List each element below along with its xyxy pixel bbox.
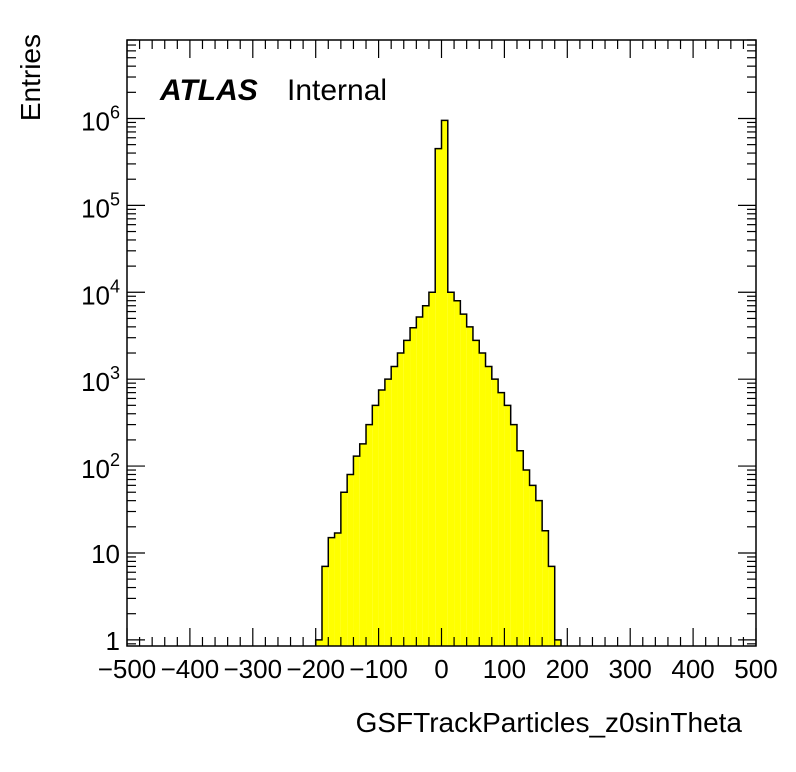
histogram-bar bbox=[397, 353, 404, 646]
histogram-bar bbox=[498, 392, 505, 646]
x-tick-label: −300 bbox=[224, 654, 283, 684]
histogram-bar bbox=[454, 300, 461, 646]
histogram-bar bbox=[523, 470, 530, 646]
x-tick-label: −100 bbox=[349, 654, 408, 684]
histogram-bar bbox=[315, 639, 322, 646]
histogram-bar bbox=[447, 292, 455, 646]
y-tick-label: 106 bbox=[81, 102, 120, 136]
histogram-bar bbox=[535, 500, 543, 646]
histogram-bar bbox=[359, 443, 367, 646]
histogram-bar bbox=[321, 566, 329, 646]
histogram-bar bbox=[328, 537, 335, 646]
x-tick-label: 300 bbox=[609, 654, 652, 684]
x-tick-label: 400 bbox=[671, 654, 714, 684]
histogram-bar bbox=[340, 492, 348, 646]
histogram-bar bbox=[353, 456, 360, 646]
x-axis-tick-labels: −500 −400 −300 −200 −100 0 100 200 300 400 500 bbox=[98, 654, 778, 684]
histogram-bar bbox=[548, 566, 555, 646]
histogram-bar bbox=[472, 340, 480, 646]
histogram-bar bbox=[491, 379, 499, 646]
internal-label: Internal bbox=[287, 74, 387, 107]
x-tick-label: 500 bbox=[734, 654, 777, 684]
histogram-bar bbox=[384, 379, 392, 646]
histogram-bar bbox=[403, 340, 411, 646]
x-axis-ticks bbox=[126, 40, 757, 646]
histogram-bars bbox=[315, 120, 562, 647]
histogram-bar bbox=[366, 424, 373, 646]
histogram-bar bbox=[554, 639, 562, 646]
histogram-bar bbox=[428, 292, 436, 646]
x-tick-label: 0 bbox=[434, 654, 448, 684]
histogram-bar bbox=[441, 120, 448, 647]
histogram-bar bbox=[510, 424, 517, 646]
y-tick-label: 103 bbox=[81, 363, 120, 397]
x-tick-label: 200 bbox=[546, 654, 589, 684]
histogram-bar bbox=[391, 366, 398, 646]
histogram-bar bbox=[435, 148, 442, 647]
histogram-bar bbox=[416, 316, 423, 646]
histogram-bar bbox=[479, 353, 486, 646]
x-axis-title: GSFTrackParticles_z0sinTheta bbox=[356, 707, 743, 738]
histogram-bar bbox=[422, 305, 429, 646]
x-tick-label: −200 bbox=[286, 654, 345, 684]
histogram-bar bbox=[372, 405, 379, 646]
histogram-bar bbox=[529, 485, 536, 646]
x-tick-label: 100 bbox=[483, 654, 526, 684]
histogram-bar bbox=[334, 532, 341, 646]
histogram-bar bbox=[460, 314, 467, 646]
histogram-outline bbox=[314, 119, 562, 646]
y-tick-label: 105 bbox=[81, 189, 120, 223]
histogram-bar bbox=[378, 390, 385, 646]
x-tick-label: −500 bbox=[98, 654, 157, 684]
y-tick-label: 10 bbox=[91, 539, 120, 569]
x-tick-label: −400 bbox=[161, 654, 220, 684]
histogram-bar bbox=[466, 326, 473, 646]
y-axis-ticks bbox=[127, 39, 756, 645]
y-axis-title: Entries bbox=[15, 34, 46, 121]
histogram-bar bbox=[347, 474, 354, 646]
atlas-label: ATLAS bbox=[159, 74, 258, 107]
y-tick-label: 102 bbox=[81, 450, 120, 484]
y-tick-label: 1 bbox=[106, 626, 120, 656]
histogram-bar bbox=[504, 405, 511, 646]
y-axis-tick-labels: 1 10 102 103 104 105 106 bbox=[81, 102, 120, 655]
histogram-bar bbox=[485, 366, 492, 646]
histogram-bar bbox=[410, 327, 417, 646]
histogram-bar bbox=[516, 450, 524, 646]
histogram-bar bbox=[542, 530, 549, 646]
y-tick-label: 104 bbox=[81, 276, 120, 310]
